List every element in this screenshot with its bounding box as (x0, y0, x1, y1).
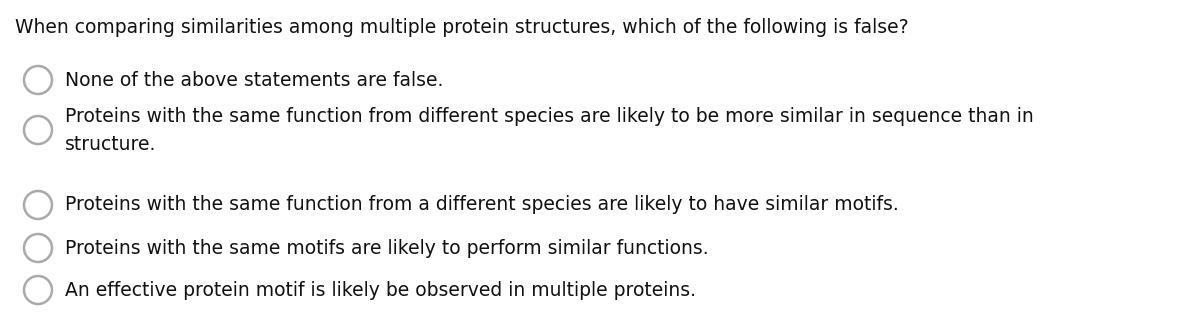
Text: Proteins with the same function from different species are likely to be more sim: Proteins with the same function from dif… (65, 107, 1033, 153)
Text: An effective protein motif is likely be observed in multiple proteins.: An effective protein motif is likely be … (65, 280, 696, 300)
Text: Proteins with the same function from a different species are likely to have simi: Proteins with the same function from a d… (65, 196, 899, 215)
Text: Proteins with the same motifs are likely to perform similar functions.: Proteins with the same motifs are likely… (65, 239, 709, 257)
Text: When comparing similarities among multiple protein structures, which of the foll: When comparing similarities among multip… (14, 18, 908, 37)
Text: None of the above statements are false.: None of the above statements are false. (65, 71, 443, 89)
